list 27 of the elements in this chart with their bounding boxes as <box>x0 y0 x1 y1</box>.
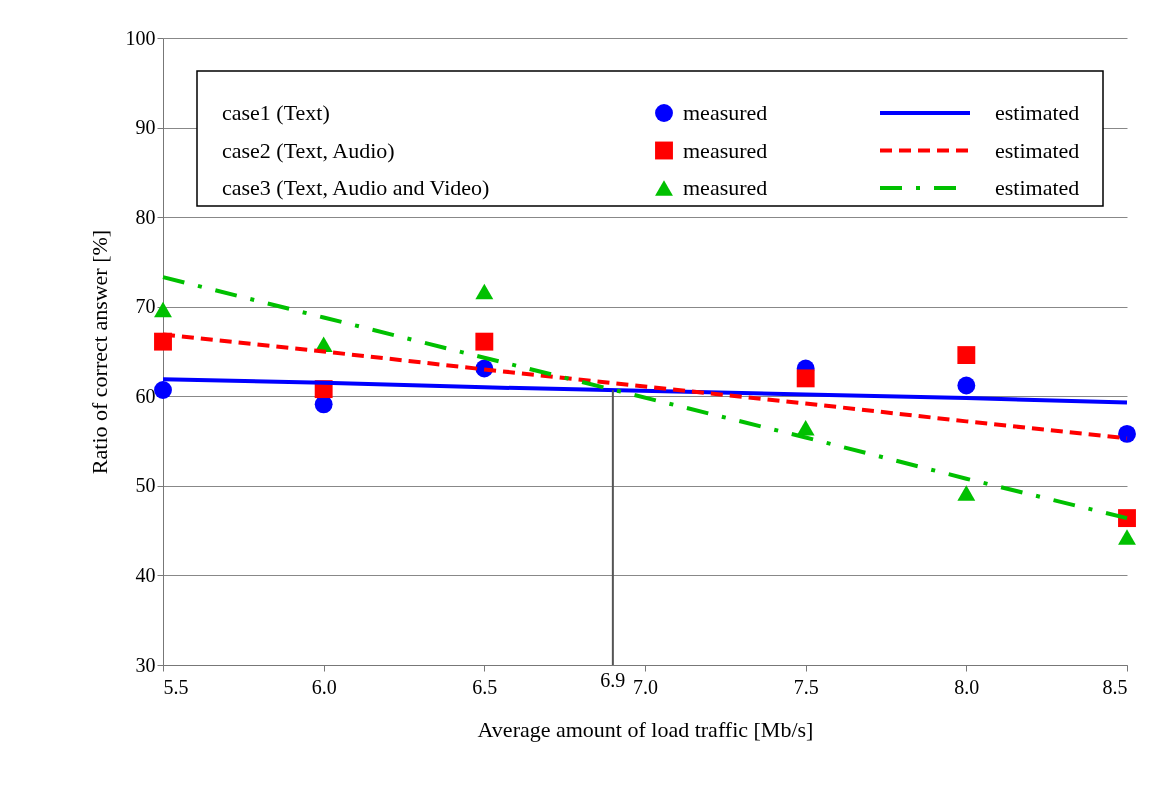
legend-label: measured <box>683 100 768 125</box>
y-axis-title: Ratio of correct answer [%] <box>86 229 112 475</box>
legend-label: estimated <box>995 175 1080 200</box>
annotation: case1 (Text) <box>222 100 330 125</box>
x-tick-label: 8.0 <box>954 675 980 698</box>
x-tick-label: 5.5 <box>163 675 189 698</box>
x-tick-label: 7.5 <box>793 675 819 698</box>
x-tick-label: 6.0 <box>311 675 337 698</box>
y-tick-label: 80 <box>135 205 156 228</box>
y-tick-label: 30 <box>135 653 156 676</box>
ref-line-label: 6.9 <box>600 669 626 691</box>
y-tick-label: 90 <box>135 116 156 139</box>
x-axis-title: Average amount of load traffic [Mb/s] <box>477 716 814 742</box>
annotation: case2 (Text, Audio) <box>222 137 395 163</box>
legend-label: estimated <box>995 100 1080 125</box>
y-tick-label: 40 <box>135 563 156 586</box>
legend-label: measured <box>683 175 768 200</box>
y-tick-label: 70 <box>135 295 156 318</box>
annotation: case3 (Text, Audio and Video) <box>222 175 490 200</box>
legend-label: measured <box>683 137 768 163</box>
x-tick-label: 6.5 <box>472 675 498 698</box>
y-tick-label: 100 <box>125 26 156 49</box>
legend-label: estimated <box>995 137 1080 163</box>
y-tick-label: 50 <box>135 474 156 497</box>
x-tick-label: 7.0 <box>633 675 658 698</box>
x-tick-label: 8.5 <box>1102 675 1128 698</box>
y-tick-label: 60 <box>135 384 156 407</box>
